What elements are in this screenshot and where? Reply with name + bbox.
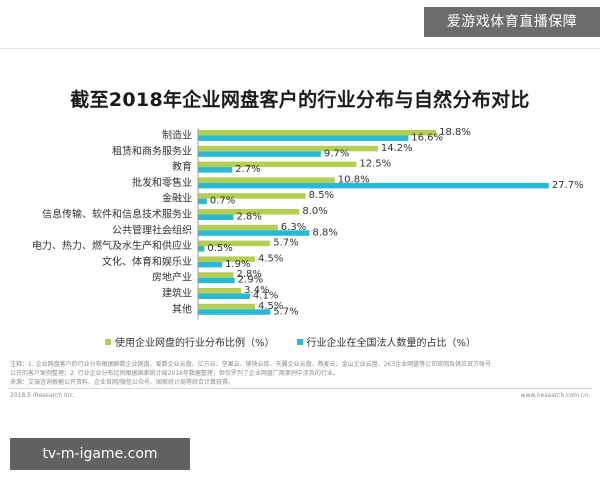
footer-divider bbox=[8, 388, 592, 389]
bar-blue bbox=[198, 230, 310, 236]
bar-green bbox=[198, 303, 255, 310]
data-label-blue: 27.7% bbox=[552, 180, 584, 191]
note-line: 来源：艾瑞咨询根据公开资料、企业官网/微信公众号、国家统计局等综合计算获得。 bbox=[10, 379, 235, 386]
category-label: 建筑业 bbox=[162, 287, 192, 300]
chart-legend: 使用企业网盘的行业分布比例（%） 行业企业在全国法人数量的占比（%） bbox=[105, 334, 476, 349]
data-label-blue: 8.8% bbox=[312, 227, 337, 238]
watermark-top: 爱游戏体育直播保障 bbox=[424, 7, 600, 37]
data-label-green: 8.5% bbox=[309, 190, 334, 201]
bar-blue bbox=[198, 293, 250, 299]
data-label-green: 8.0% bbox=[302, 206, 327, 217]
legend-label-green: 使用企业网盘的行业分布比例（%） bbox=[115, 338, 275, 349]
legend-swatch-blue bbox=[296, 338, 303, 345]
data-label-blue: 2.7% bbox=[235, 164, 260, 175]
category-label: 信息传输、软件和信息技术服务业 bbox=[42, 208, 192, 221]
footer-copyright: 2018.5 iResearch Inc. bbox=[10, 392, 75, 399]
data-label-green: 18.8% bbox=[439, 127, 471, 138]
category-label: 教育 bbox=[172, 160, 192, 173]
bar-green bbox=[198, 130, 437, 136]
data-label-green: 4.5% bbox=[258, 301, 283, 312]
note-line: 公开的客户案例整理；2. 行业企业分布比例根据国家统计局2016年数据整理，但仅… bbox=[10, 370, 339, 377]
data-label-blue: 1.9% bbox=[225, 259, 250, 270]
note-line: 注释：1. 企业网盘客户的行业分布根据群数企业网盘、爱数企业云盘、亿方云、坚果云… bbox=[10, 361, 492, 368]
bar-green bbox=[198, 224, 278, 231]
bar-green bbox=[198, 209, 300, 215]
category-label: 文化、体育和娱乐业 bbox=[102, 255, 192, 268]
data-label-green: 3.4% bbox=[244, 285, 269, 296]
bar-blue bbox=[198, 198, 207, 205]
data-label-blue: 2.9% bbox=[238, 275, 263, 286]
watermark-bottom: tv-m-igame.com bbox=[10, 438, 190, 470]
chart-notes: 注释：1. 企业网盘客户的行业分布根据群数企业网盘、爱数企业云盘、亿方云、坚果云… bbox=[10, 360, 588, 387]
data-label-blue: 4.1% bbox=[253, 291, 278, 302]
data-label-blue: 0.7% bbox=[210, 196, 235, 207]
data-label-green: 2.8% bbox=[236, 269, 261, 280]
bar-blue bbox=[198, 309, 271, 315]
bar-blue bbox=[198, 261, 223, 268]
category-label: 其他 bbox=[172, 302, 192, 315]
footer-url: www.iresearch.com.cn bbox=[520, 392, 588, 399]
bar-blue bbox=[198, 214, 234, 220]
bar-green bbox=[198, 177, 335, 183]
legend-swatch-green bbox=[105, 338, 111, 345]
category-label: 电力、热力、燃气及水生产和供应业 bbox=[32, 239, 192, 252]
data-label-green: 6.3% bbox=[281, 222, 306, 233]
data-label-green: 10.8% bbox=[338, 174, 370, 185]
bar-green bbox=[198, 145, 378, 152]
bar-green bbox=[198, 193, 306, 199]
bar-blue bbox=[198, 246, 205, 252]
data-label-green: 12.5% bbox=[359, 159, 391, 170]
data-label-blue: 16.6% bbox=[411, 133, 443, 144]
legend-item-blue: 行业企业在全国法人数量的占比（%） bbox=[296, 334, 477, 349]
bar-green bbox=[198, 240, 271, 247]
category-label: 公共管理社会组织 bbox=[112, 223, 192, 236]
category-label: 房地产业 bbox=[152, 271, 192, 284]
chart-title: 截至2018年企业网盘客户的行业分布与自然分布对比 bbox=[70, 89, 530, 111]
bar-green bbox=[198, 272, 234, 278]
header-divider bbox=[0, 48, 600, 49]
bar-blue bbox=[198, 135, 409, 141]
data-label-green: 4.5% bbox=[258, 253, 283, 264]
category-label: 租赁和商务服务业 bbox=[112, 144, 192, 157]
data-label-blue: 5.7% bbox=[273, 306, 298, 317]
bar-blue bbox=[198, 151, 321, 157]
bar-green bbox=[198, 256, 255, 262]
category-label: 金融业 bbox=[162, 192, 192, 205]
data-label-blue: 0.5% bbox=[207, 243, 232, 254]
legend-item-green: 使用企业网盘的行业分布比例（%） bbox=[105, 334, 275, 349]
bar-blue bbox=[198, 277, 235, 284]
bar-green bbox=[198, 288, 242, 294]
data-label-green: 14.2% bbox=[381, 143, 413, 154]
bar-blue bbox=[198, 182, 549, 189]
legend-label-blue: 行业企业在全国法人数量的占比（%） bbox=[306, 338, 477, 349]
data-label-blue: 2.8% bbox=[236, 212, 261, 223]
data-label-green: 5.7% bbox=[273, 238, 298, 249]
data-label-blue: 9.7% bbox=[324, 148, 349, 159]
category-label: 批发和零售业 bbox=[132, 176, 192, 189]
bar-blue bbox=[198, 167, 233, 173]
bar-green bbox=[198, 161, 357, 168]
category-label: 制造业 bbox=[162, 129, 192, 142]
